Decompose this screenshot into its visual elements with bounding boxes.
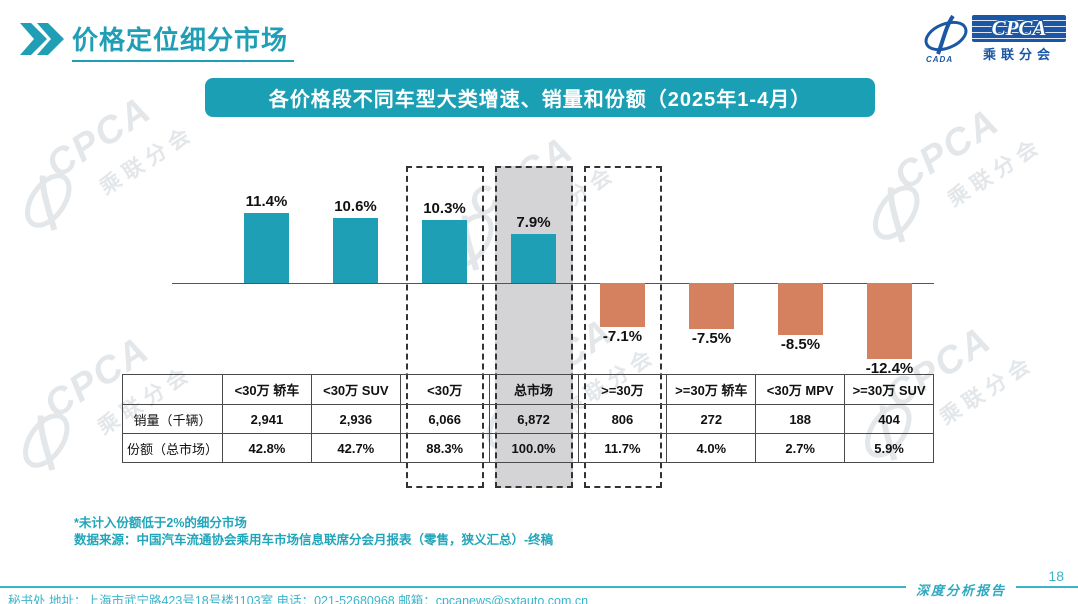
table-cell: 100.0%	[488, 433, 579, 463]
cada-label: CADA	[926, 55, 954, 64]
table-cell: 6,066	[399, 404, 490, 434]
watermark-subtext: 乘联分会	[943, 133, 1048, 212]
table-col-header: >=30万 SUV	[844, 374, 934, 405]
table-col-header: >=30万	[577, 374, 668, 405]
chart-title: 各价格段不同车型大类增速、销量和份额（2025年1-4月）	[268, 89, 812, 111]
table-col-header: <30万 SUV	[310, 374, 401, 405]
watermark-text: CPCA	[39, 88, 160, 187]
watermark-subtext: 乘联分会	[95, 121, 200, 200]
cpca-swoosh-icon	[23, 413, 70, 471]
header: 价格定位细分市场	[20, 20, 295, 62]
bar-value-label: -8.5%	[780, 336, 821, 353]
chart-column-8: -12.4%	[845, 166, 934, 484]
bar-1	[244, 213, 289, 283]
bar-value-label: -12.4%	[865, 360, 914, 377]
bar-value-label: 10.6%	[334, 198, 377, 215]
bar-5	[600, 283, 645, 327]
cpca-watermark: CPCA 乘联分会	[0, 60, 234, 275]
bar-value-label: -7.1%	[602, 328, 643, 345]
chart-column-1: 11.4%	[222, 166, 311, 484]
table-cell: 11.7%	[577, 433, 668, 463]
table-cell: 42.8%	[222, 433, 312, 463]
bar-value-label: 7.9%	[516, 214, 551, 231]
cpca-wordmark: CPCA	[972, 15, 1066, 42]
footer-divider	[0, 586, 1078, 588]
cpca-subtitle: 乘联分会	[982, 47, 1055, 62]
chart-column-2: 10.6%	[311, 166, 400, 484]
table-cell: 4.0%	[666, 433, 757, 463]
table-cell: 88.3%	[399, 433, 490, 463]
cpca-swoosh-icon: CADA	[922, 14, 970, 64]
double-chevron-icon	[20, 23, 64, 55]
table-row-header: 销量（千辆）	[122, 404, 223, 434]
bar-3	[422, 220, 467, 283]
chart-column-7: -8.5%	[756, 166, 845, 484]
bar-6	[689, 283, 734, 329]
chart-column-5: -7.1%	[578, 166, 667, 484]
table-corner-cell	[122, 374, 223, 405]
watermark-subtext: 乘联分会	[935, 351, 1040, 430]
bar-value-label: -7.5%	[691, 330, 732, 347]
table-col-header: <30万 轿车	[222, 374, 312, 405]
table-row-header: 份额（总市场）	[122, 433, 223, 463]
bar-8	[867, 283, 912, 359]
table-cell: 404	[844, 404, 934, 434]
page-number: 18	[1048, 568, 1064, 584]
table-cell: 42.7%	[310, 433, 401, 463]
footnote-line1: *未计入份额低于2%的细分市场	[74, 516, 247, 530]
table-cell: 188	[755, 404, 846, 434]
footnote-line2: 数据来源：中国汽车流通协会乘用车市场信息联席分会月报表（零售，狭义汇总）-终稿	[74, 533, 554, 547]
table-cell: 272	[666, 404, 757, 434]
cpca-logo: CADA CPCA 乘联分会	[922, 14, 1066, 64]
table-col-header: >=30万 轿车	[666, 374, 757, 405]
table-row: 份额（总市场） 42.8% 42.7% 88.3% 100.0% 11.7% 4.0% 2.7…	[122, 433, 934, 463]
bar-7	[778, 283, 823, 335]
bar-2	[333, 218, 378, 283]
page-title: 价格定位细分市场	[72, 20, 295, 62]
report-type-label: 深度分析报告	[905, 580, 1016, 599]
table-cell: 2.7%	[755, 433, 846, 463]
data-table: <30万 轿车 <30万 SUV <30万 总市场 >=30万 >=30万 轿车 <30万 …	[122, 374, 934, 463]
chart-column-6: -7.5%	[667, 166, 756, 484]
table-row: 销量（千辆） 2,941 2,936 6,066 6,872 806 272 188 404	[122, 404, 934, 434]
table-col-header: <30万 MPV	[755, 374, 846, 405]
table-cell: 806	[577, 404, 668, 434]
bar-4	[511, 234, 556, 283]
table-cell: 5.9%	[844, 433, 934, 463]
table-cell: 2,941	[222, 404, 312, 434]
table-col-header: <30万	[399, 374, 490, 405]
table-cell: 2,936	[310, 404, 401, 434]
cpca-swoosh-icon	[25, 173, 72, 231]
footer-contact: 秘书处 地址：上海市武宁路423号18号楼1103室 电话：021-526809…	[8, 594, 589, 604]
bar-value-label: 11.4%	[245, 193, 288, 210]
footnotes: *未计入份额低于2%的细分市场 数据来源：中国汽车流通协会乘用车市场信息联席分会…	[74, 515, 553, 549]
bar-value-label: 10.3%	[423, 200, 466, 217]
chart-title-banner: 各价格段不同车型大类增速、销量和份额（2025年1-4月）	[205, 78, 875, 117]
table-col-header: 总市场	[488, 374, 579, 405]
table-cell: 6,872	[488, 404, 579, 434]
